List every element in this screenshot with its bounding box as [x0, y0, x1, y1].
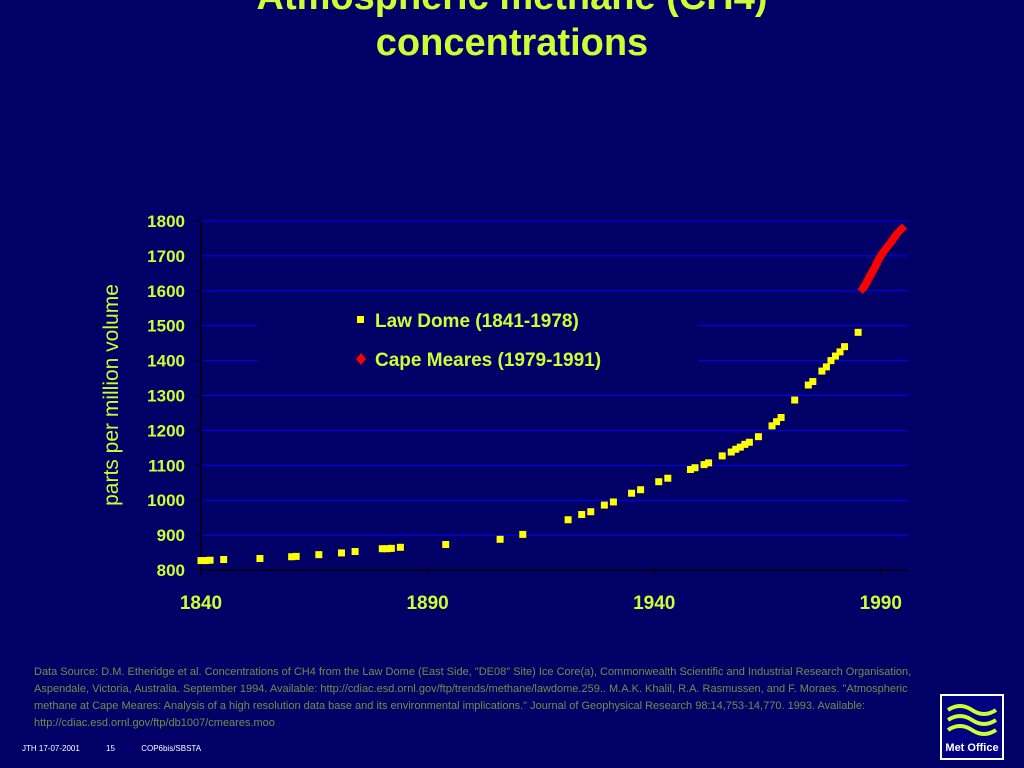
law-dome-point-40 [791, 396, 799, 404]
y-tick-label-1400: 1400 [147, 352, 185, 371]
slide-title-line-1: Atmospheric methane (CH4) [0, 0, 1024, 20]
slide-title: Atmospheric methane (CH4) concentrations [0, 0, 1024, 66]
law-dome-point-0 [197, 557, 205, 565]
cape-meares-point-29 [897, 223, 908, 234]
y-tick-label-800: 800 [157, 561, 185, 580]
law-dome-point-7 [315, 551, 323, 559]
law-dome-point-44 [822, 363, 830, 371]
footer-page-number: 15 [106, 744, 115, 753]
law-dome-point-26 [686, 465, 694, 473]
gridlines [201, 220, 908, 571]
legend-marker-cape-meares [356, 353, 366, 365]
law-dome-point-20 [600, 501, 608, 509]
law-dome-point-39 [777, 413, 785, 421]
law-dome-point-4 [256, 554, 264, 562]
law-dome-point-22 [628, 489, 636, 497]
law-dome-point-5 [288, 553, 296, 561]
law-dome-point-17 [564, 516, 572, 524]
data-points [197, 223, 908, 565]
y-axis-label: parts per million volume [100, 284, 123, 506]
law-dome-point-30 [718, 452, 726, 460]
legend: Law Dome (1841-1978) Cape Meares (1979-1… [258, 300, 698, 380]
y-tick-label-1700: 1700 [147, 247, 185, 266]
law-dome-point-41 [804, 381, 812, 389]
x-tick-label-1890: 1890 [406, 593, 448, 614]
law-dome-point-10 [378, 545, 386, 553]
law-dome-point-28 [700, 461, 708, 469]
law-dome-point-48 [841, 343, 849, 351]
logo-waves-icon [946, 704, 998, 736]
law-dome-point-33 [736, 443, 744, 451]
legend-marker-law-dome [357, 316, 364, 323]
met-office-logo: Met Office [940, 694, 1004, 760]
y-tick-label-1000: 1000 [147, 491, 185, 510]
footer-event: COP6bis/SBSTA [141, 744, 202, 753]
law-dome-point-15 [496, 535, 504, 543]
axes [196, 220, 908, 575]
law-dome-point-8 [337, 549, 345, 557]
law-dome-point-19 [587, 508, 595, 516]
law-dome-point-9 [351, 548, 359, 556]
law-dome-point-16 [519, 530, 527, 538]
law-dome-point-18 [578, 511, 586, 519]
methane-chart: 800 900 1000 1100 1200 1300 1400 1500 1600 1700 18… [100, 212, 908, 614]
law-dome-point-32 [732, 445, 740, 453]
law-dome-point-35 [745, 438, 753, 446]
law-dome-point-11 [383, 545, 391, 553]
law-dome-point-34 [741, 440, 749, 448]
law-dome-point-6 [292, 552, 300, 560]
law-dome-point-49 [854, 328, 862, 336]
y-tick-label-1600: 1600 [147, 282, 185, 301]
x-tick-label-1940: 1940 [633, 593, 675, 614]
slide-title-line-2: concentrations [375, 22, 649, 64]
law-dome-point-12 [387, 544, 395, 552]
logo-text: Met Office [945, 742, 999, 754]
y-tick-label-1500: 1500 [147, 317, 185, 336]
footer-author-date: JTH 17-07-2001 [22, 744, 80, 753]
law-dome-point-3 [220, 556, 228, 564]
law-dome-point-1 [202, 557, 210, 565]
legend-label-cape-meares: Cape Meares (1979-1991) [375, 350, 601, 371]
legend-label-law-dome: Law Dome (1841-1978) [375, 311, 579, 332]
y-tick-label-1800: 1800 [147, 212, 185, 231]
y-tick-label-900: 900 [157, 526, 185, 545]
law-dome-point-14 [442, 541, 450, 549]
law-dome-point-47 [836, 348, 844, 356]
law-dome-point-36 [754, 433, 762, 441]
law-dome-point-23 [637, 486, 645, 494]
law-dome-point-2 [206, 556, 214, 564]
law-dome-point-13 [396, 543, 404, 551]
law-dome-point-25 [664, 474, 672, 482]
law-dome-point-21 [609, 498, 617, 506]
law-dome-point-45 [827, 357, 835, 365]
law-dome-point-31 [727, 448, 735, 456]
x-tick-label-1840: 1840 [180, 593, 222, 614]
law-dome-point-37 [768, 422, 776, 430]
law-dome-point-43 [818, 367, 826, 375]
y-tick-label-1200: 1200 [147, 421, 185, 440]
data-source-note: Data Source: D.M. Etheridge et al. Conce… [34, 666, 912, 729]
y-tick-label-1100: 1100 [148, 456, 185, 475]
x-tick-labels: 1840 1890 1940 1990 [180, 593, 902, 614]
law-dome-point-42 [809, 378, 817, 386]
law-dome-point-46 [831, 352, 839, 360]
law-dome-point-27 [691, 464, 699, 472]
x-tick-label-1990: 1990 [860, 593, 902, 614]
law-dome-point-24 [655, 478, 663, 486]
legend-background [258, 300, 698, 380]
footer: JTH 17-07-2001 15 COP6bis/SBSTA [22, 744, 225, 753]
y-tick-labels: 800 900 1000 1100 1200 1300 1400 1500 1600 1700 18… [147, 212, 185, 580]
law-dome-point-29 [705, 459, 713, 467]
law-dome-point-38 [773, 418, 781, 426]
y-tick-label-1300: 1300 [147, 387, 185, 406]
